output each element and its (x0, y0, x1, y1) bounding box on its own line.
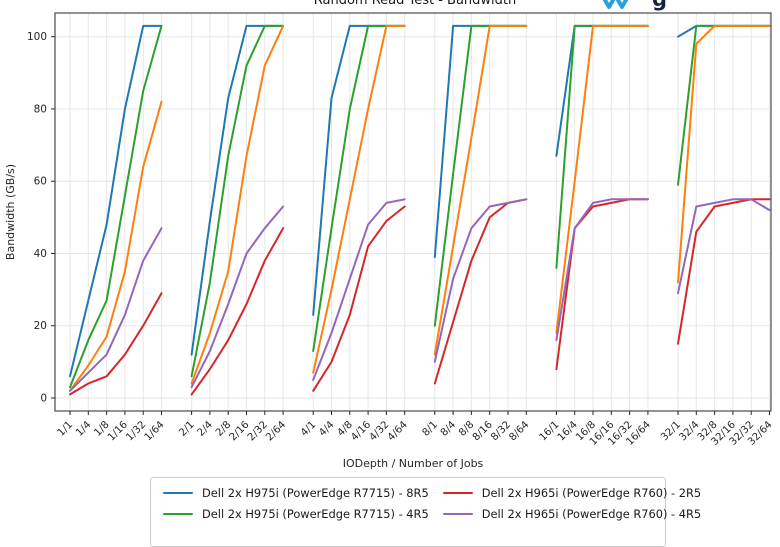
x-tick-label: 1/64 (143, 419, 167, 443)
series-line-3 (69, 198, 771, 396)
legend-swatch (163, 512, 193, 516)
chart-title: Random Read Test - Bandwidth (313, 0, 517, 8)
x-tick-label: 8/64 (507, 419, 531, 443)
x-tick-labels: 1/11/41/81/161/321/64 2/12/42/82/162/322/… (56, 419, 775, 448)
y-tick-labels: 0 20 40 60 80 100 (27, 31, 47, 404)
legend: Dell 2x H975i (PowerEdge R7715) - 8R5 Del… (150, 477, 701, 547)
series-line-1 (69, 24, 771, 389)
series-line-0 (69, 24, 771, 378)
legend-label: Dell 2x H965i (PowerEdge R760) - 2R5 (481, 486, 702, 500)
legend-entry: Dell 2x H975i (PowerEdge R7715) - 8R5 (163, 484, 429, 502)
legend-entry: Dell 2x H975i (PowerEdge R7715) - 4R5 (163, 505, 429, 523)
x-tick-label: 2/16 (228, 419, 252, 443)
series-lines (69, 24, 771, 396)
x-tick-label: 1/1 (56, 419, 75, 438)
x-tick-label: 2/64 (264, 419, 288, 443)
x-tick-label: 8/16 (471, 419, 495, 443)
x-tick-label: 4/64 (386, 419, 410, 443)
legend-swatch (163, 491, 193, 495)
logo-glyph-icon (602, 0, 629, 9)
legend-label: Dell 2x H965i (PowerEdge R760) - 4R5 (481, 507, 702, 521)
logo-fragment: g (598, 0, 678, 13)
logo-icon (602, 0, 629, 9)
x-tick-label: 32/4 (677, 419, 701, 443)
x-tick-label: 1/16 (106, 419, 130, 443)
logo-letter: g (652, 0, 667, 13)
x-tick-label: 4/4 (317, 419, 336, 438)
y-axis-label: Bandwidth (GB/s) (4, 164, 17, 260)
x-tick-label: 1/4 (74, 419, 93, 438)
y-tick-label: 20 (34, 320, 47, 332)
x-tick-label: 2/1 (177, 419, 196, 438)
series-line-2 (69, 24, 771, 392)
x-tick-label: 4/1 (299, 419, 318, 438)
legend-label: Dell 2x H975i (PowerEdge R7715) - 4R5 (202, 507, 429, 521)
x-tick-label: 32/1 (659, 419, 683, 443)
y-tick-label: 0 (40, 393, 47, 405)
x-tick-label: 8/32 (489, 419, 513, 443)
x-tick-label: 16/4 (556, 419, 580, 443)
y-tick-label: 60 (34, 176, 47, 188)
x-tick-label: 8/4 (439, 419, 458, 438)
x-tick-label: 2/32 (246, 419, 270, 443)
plot-spines (54, 12, 772, 412)
legend-swatch (442, 512, 473, 516)
x-tick-label: 4/32 (368, 419, 392, 443)
x-tick-label: 1/32 (124, 419, 148, 443)
x-tick-label: 2/4 (196, 419, 215, 438)
x-tick-label: 16/1 (538, 419, 562, 443)
gridlines (55, 13, 771, 411)
y-tick-label: 40 (34, 248, 47, 260)
legend-label: Dell 2x H975i (PowerEdge R7715) - 8R5 (202, 486, 429, 500)
legend-entry: Dell 2x H965i (PowerEdge R760) - 2R5 (442, 484, 702, 502)
tick-marks (51, 36, 770, 415)
x-axis-label: IODepth / Number of Jobs (343, 457, 484, 470)
y-tick-label: 80 (34, 103, 47, 115)
chart-plot-area: 1/11/41/81/161/321/64 2/12/42/82/162/322/… (4, 12, 775, 470)
legend-entry: Dell 2x H965i (PowerEdge R760) - 4R5 (442, 505, 702, 523)
x-tick-label: 8/1 (421, 419, 440, 438)
x-tick-label: 4/16 (349, 419, 373, 443)
y-tick-label: 100 (27, 31, 47, 43)
series-line-4 (69, 198, 771, 392)
legend-swatch (442, 491, 473, 495)
